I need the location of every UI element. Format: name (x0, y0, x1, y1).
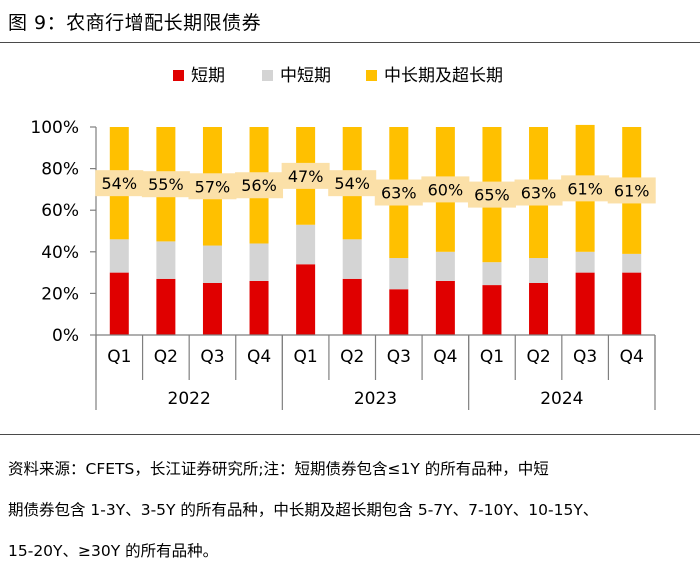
data-label-box-9 (467, 181, 516, 208)
x-tick-label-3: Q3 (200, 347, 224, 367)
data-label-6: 54% (334, 174, 370, 193)
bar-2-12 (622, 253, 642, 273)
x-tick-label-9: Q1 (480, 347, 504, 367)
bar-2-2 (156, 241, 176, 279)
bar-2-1 (109, 239, 129, 273)
figure-title: 图 9：农商行增配长期限债券 (8, 12, 262, 34)
data-label-box-3 (188, 173, 237, 200)
x-tick-label-11: Q3 (573, 347, 597, 367)
stacked-bar-chart: 短期 中短期 中长期及超长期 0% 20% 40% 60% 80% 100% 54% 55% 57% 5… (30, 66, 656, 410)
data-label-box-10 (514, 179, 563, 206)
legend-label-3: 中长期及超长期 (384, 66, 503, 86)
bar-1-5 (296, 264, 316, 335)
data-label-4: 56% (241, 176, 277, 195)
y-tick-label: 20% (41, 284, 79, 304)
legend-label-1: 短期 (191, 66, 225, 86)
data-label-12: 61% (614, 181, 650, 200)
x-tick-label-4: Q4 (247, 347, 271, 367)
bar-2-9 (482, 262, 502, 286)
source-line-2: 期债券包含 1-3Y、3-5Y 的所有品种，中长期及超长期包含 5-7Y、7-1… (8, 501, 599, 519)
data-label-7: 63% (381, 184, 417, 203)
data-label-box-7 (374, 179, 423, 206)
x-tick-label-7: Q3 (387, 347, 411, 367)
title-rule (0, 42, 700, 43)
data-label-box-1 (95, 170, 144, 197)
data-label-3: 57% (195, 177, 231, 196)
bar-2-11 (575, 251, 595, 273)
data-label-11: 61% (567, 179, 603, 198)
data-label-box-8 (421, 176, 470, 203)
data-label-8: 60% (428, 180, 464, 199)
x-tick-label-1: Q1 (107, 347, 131, 367)
bar-1-7 (389, 289, 409, 335)
y-tick-label: 60% (41, 201, 79, 221)
x-tick-label-8: Q4 (433, 347, 457, 367)
group-label-3: 2024 (540, 389, 583, 409)
x-tick-label-6: Q2 (340, 347, 364, 367)
x-tick-label-5: Q1 (294, 347, 318, 367)
data-label-box-2 (141, 171, 190, 198)
bar-1-12 (622, 272, 642, 335)
source-rule (0, 434, 700, 435)
bar-2-5 (296, 224, 316, 265)
data-label-10: 63% (521, 184, 557, 203)
bar-1-2 (156, 278, 176, 335)
group-label-1: 2022 (168, 389, 211, 409)
bar-1-6 (342, 278, 362, 335)
data-label-9: 65% (474, 186, 510, 205)
bar-2-7 (389, 258, 409, 290)
bar-1-8 (435, 280, 455, 335)
bar-1-1 (109, 272, 129, 335)
y-tick-label: 80% (41, 160, 79, 180)
legend-swatch-3 (366, 70, 377, 81)
source-note: 资料来源：CFETS，长江证券研究所;注：短期债券包含≤1Y 的所有品种，中短 … (8, 449, 694, 572)
bar-2-4 (249, 243, 269, 281)
legend-swatch-2 (262, 70, 273, 81)
y-tick-label: 40% (41, 243, 79, 263)
y-tick-label: 0% (52, 326, 79, 346)
bar-1-10 (529, 283, 549, 335)
bar-2-6 (342, 239, 362, 279)
data-label-box-11 (561, 175, 610, 202)
bar-2-10 (529, 258, 549, 283)
x-tick-label-10: Q2 (526, 347, 550, 367)
data-label-2: 55% (148, 175, 184, 194)
data-label-5: 47% (288, 167, 324, 186)
data-label-box-4 (235, 172, 284, 199)
bar-1-3 (202, 283, 222, 335)
source-line-3: 15-20Y、≥30Y 的所有品种。 (8, 542, 219, 560)
bar-1-4 (249, 280, 269, 335)
bar-2-3 (202, 245, 222, 283)
bar-1-9 (482, 285, 502, 335)
data-label-1: 54% (102, 174, 138, 193)
bar-1-11 (575, 272, 595, 335)
group-label-2: 2023 (354, 389, 397, 409)
bar-2-8 (435, 251, 455, 281)
x-tick-label-2: Q2 (154, 347, 178, 367)
data-label-box-5 (281, 162, 330, 189)
y-tick-label: 100% (30, 118, 79, 138)
x-tick-label-12: Q4 (620, 347, 644, 367)
data-label-box-12 (607, 177, 656, 204)
legend-swatch-1 (173, 70, 184, 81)
legend-label-2: 中短期 (280, 66, 331, 86)
source-line-1: 资料来源：CFETS，长江证券研究所;注：短期债券包含≤1Y 的所有品种，中短 (8, 460, 549, 478)
data-label-box-6 (328, 170, 377, 197)
